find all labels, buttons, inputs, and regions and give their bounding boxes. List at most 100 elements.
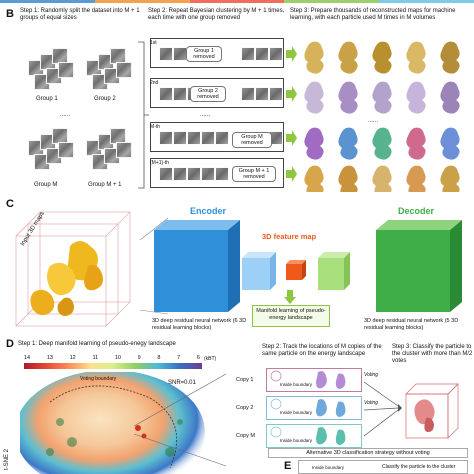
map-thumbnail (440, 41, 460, 74)
decoder-label: Decoder (398, 206, 435, 216)
energy-landscape (20, 372, 205, 474)
run-2-removed: Group 2 removed (190, 86, 226, 102)
map-thumbnail (440, 81, 460, 114)
group-1-stack (28, 48, 78, 94)
panel-b-step2: Step 2: Repeat Bayesian clustering by M … (148, 8, 285, 21)
decoder-description: 3D deep residual neural network (5 3D re… (364, 318, 459, 331)
zoom-lines (133, 373, 227, 467)
group-m1-label: Group M + 1 (88, 182, 122, 188)
copy-row-1 (266, 368, 362, 392)
colorbar-unit: (kBT) (204, 356, 217, 362)
group-m1-stack (86, 128, 136, 174)
y-axis-label: t-SNE 2 (4, 448, 10, 470)
voting-boundary-label: Voting boundary (80, 376, 117, 382)
result-cube (405, 383, 459, 439)
panel-c-letter: C (6, 198, 14, 210)
strip-seg-5 (379, 0, 474, 3)
map-thumbnail (372, 41, 392, 74)
colorbar-tick: 10 (114, 355, 121, 361)
panel-d-letter: D (6, 338, 14, 350)
map-thumbnail (406, 127, 426, 160)
panel-b-letter: B (6, 8, 14, 20)
map-thumbnail (304, 81, 324, 114)
colorbar (24, 363, 202, 369)
map-thumbnail (372, 127, 392, 160)
panel-e-title: Alternative 3D classification strategy w… (306, 450, 430, 456)
copy-particles (270, 370, 346, 445)
map-thumbnail (304, 165, 324, 192)
colorbar-tick: 12 (69, 355, 76, 361)
top-color-strip (0, 0, 474, 3)
manifold-box: Manifold learning of pseudo-energy lands… (252, 305, 330, 327)
group-m-label: Group M (34, 182, 58, 188)
encoder-description: 3D deep residual neural network (6 3D re… (152, 318, 247, 331)
copy-2-inside: Inside boundary (280, 410, 313, 415)
map-thumbnail (304, 41, 324, 74)
copy-row-2 (266, 396, 362, 420)
strip-seg-2 (94, 0, 190, 3)
colorbar-tick: 6 (196, 355, 200, 361)
map-thumbnail (338, 127, 358, 160)
map-thumbnail (406, 41, 426, 74)
b-step2-to-step3-arrows (286, 46, 297, 182)
decoder-block (376, 220, 462, 312)
panel-b-step3: Step 3: Prepare thousands of reconstruct… (290, 8, 456, 21)
copy-2-voting: Voting (364, 400, 378, 406)
vote-arrows (363, 381, 402, 437)
map-grid-ellipsis: ...... (368, 118, 378, 124)
run-1-removed: Group 1 removed (186, 46, 222, 62)
panel-e-letter: E (284, 460, 292, 472)
manifold-label: Manifold learning of pseudo-energy lands… (256, 308, 326, 321)
map-thumbnail (338, 41, 358, 74)
colorbar-tick: 9 (137, 355, 141, 361)
panel-d-step1: Step 1: Deep manifold learning of pseudo… (18, 341, 176, 347)
group-ellipsis: ...... (60, 112, 71, 118)
panel-e-inside: Inside boundary (312, 465, 345, 470)
colorbar-ticks: 14 13 12 11 10 9 8 7 6 (24, 355, 200, 361)
colorbar-tick: 14 (24, 355, 31, 361)
manifold-down-arrow (284, 290, 296, 304)
snr-label: SNR=0.01 (168, 380, 196, 386)
copy-1-voting: Voting (364, 372, 378, 378)
strip-seg-4 (284, 0, 380, 3)
colorbar-tick: 8 (157, 355, 161, 361)
run-m-removed: Group M removed (232, 132, 272, 148)
run-m1-index: (M+1)-th (150, 160, 170, 166)
colorbar-tick: 13 (46, 355, 53, 361)
map-thumbnail (406, 165, 426, 192)
copy-m-label: Copy M (236, 433, 255, 439)
density-map-blobs (30, 241, 103, 316)
map-thumbnail (304, 127, 324, 160)
group-2-label: Group 2 (94, 96, 116, 102)
encoder-block (154, 220, 240, 312)
panel-e-title-box: Alternative 3D classification strategy w… (268, 448, 468, 458)
copy-1-inside: Inside boundary (280, 382, 313, 387)
colorbar-tick: 7 (177, 355, 181, 361)
group-m-stack (28, 128, 78, 174)
run-m-index: M-th (150, 124, 160, 130)
b-step1-to-step2-arrow (138, 41, 149, 189)
panel-e-classify: Classify the particle to the cluster (382, 464, 456, 470)
run-ellipsis: ...... (200, 112, 211, 118)
map-thumbnail (372, 81, 392, 114)
colorbar-tick: 11 (92, 355, 99, 361)
copy-m-inside: Inside boundary (280, 438, 313, 443)
run-m1-removed: Group M + 1 removed (232, 166, 276, 182)
group-1-label: Group 1 (36, 96, 58, 102)
panel-b-step1: Step 1: Randomly split the dataset into … (20, 8, 140, 21)
panel-d-step3: Step 3: Classify the particle to the clu… (392, 344, 473, 364)
group-2-stack (86, 48, 136, 94)
strip-seg-3 (189, 0, 285, 3)
encoder-label: Encoder (190, 206, 227, 216)
copy-row-m (266, 424, 362, 448)
map-thumbnail (372, 165, 392, 192)
input-maps-box (15, 211, 131, 327)
reconstructed-maps-grid: ...... (304, 41, 460, 192)
map-thumbnail (440, 165, 460, 192)
feature-map-label: 3D feature map (262, 232, 317, 241)
map-thumbnail (338, 81, 358, 114)
run-2-index: 2nd (150, 80, 159, 86)
map-thumbnail (406, 81, 426, 114)
strip-seg-1 (0, 0, 95, 3)
run-1-index: 1st (150, 40, 157, 46)
